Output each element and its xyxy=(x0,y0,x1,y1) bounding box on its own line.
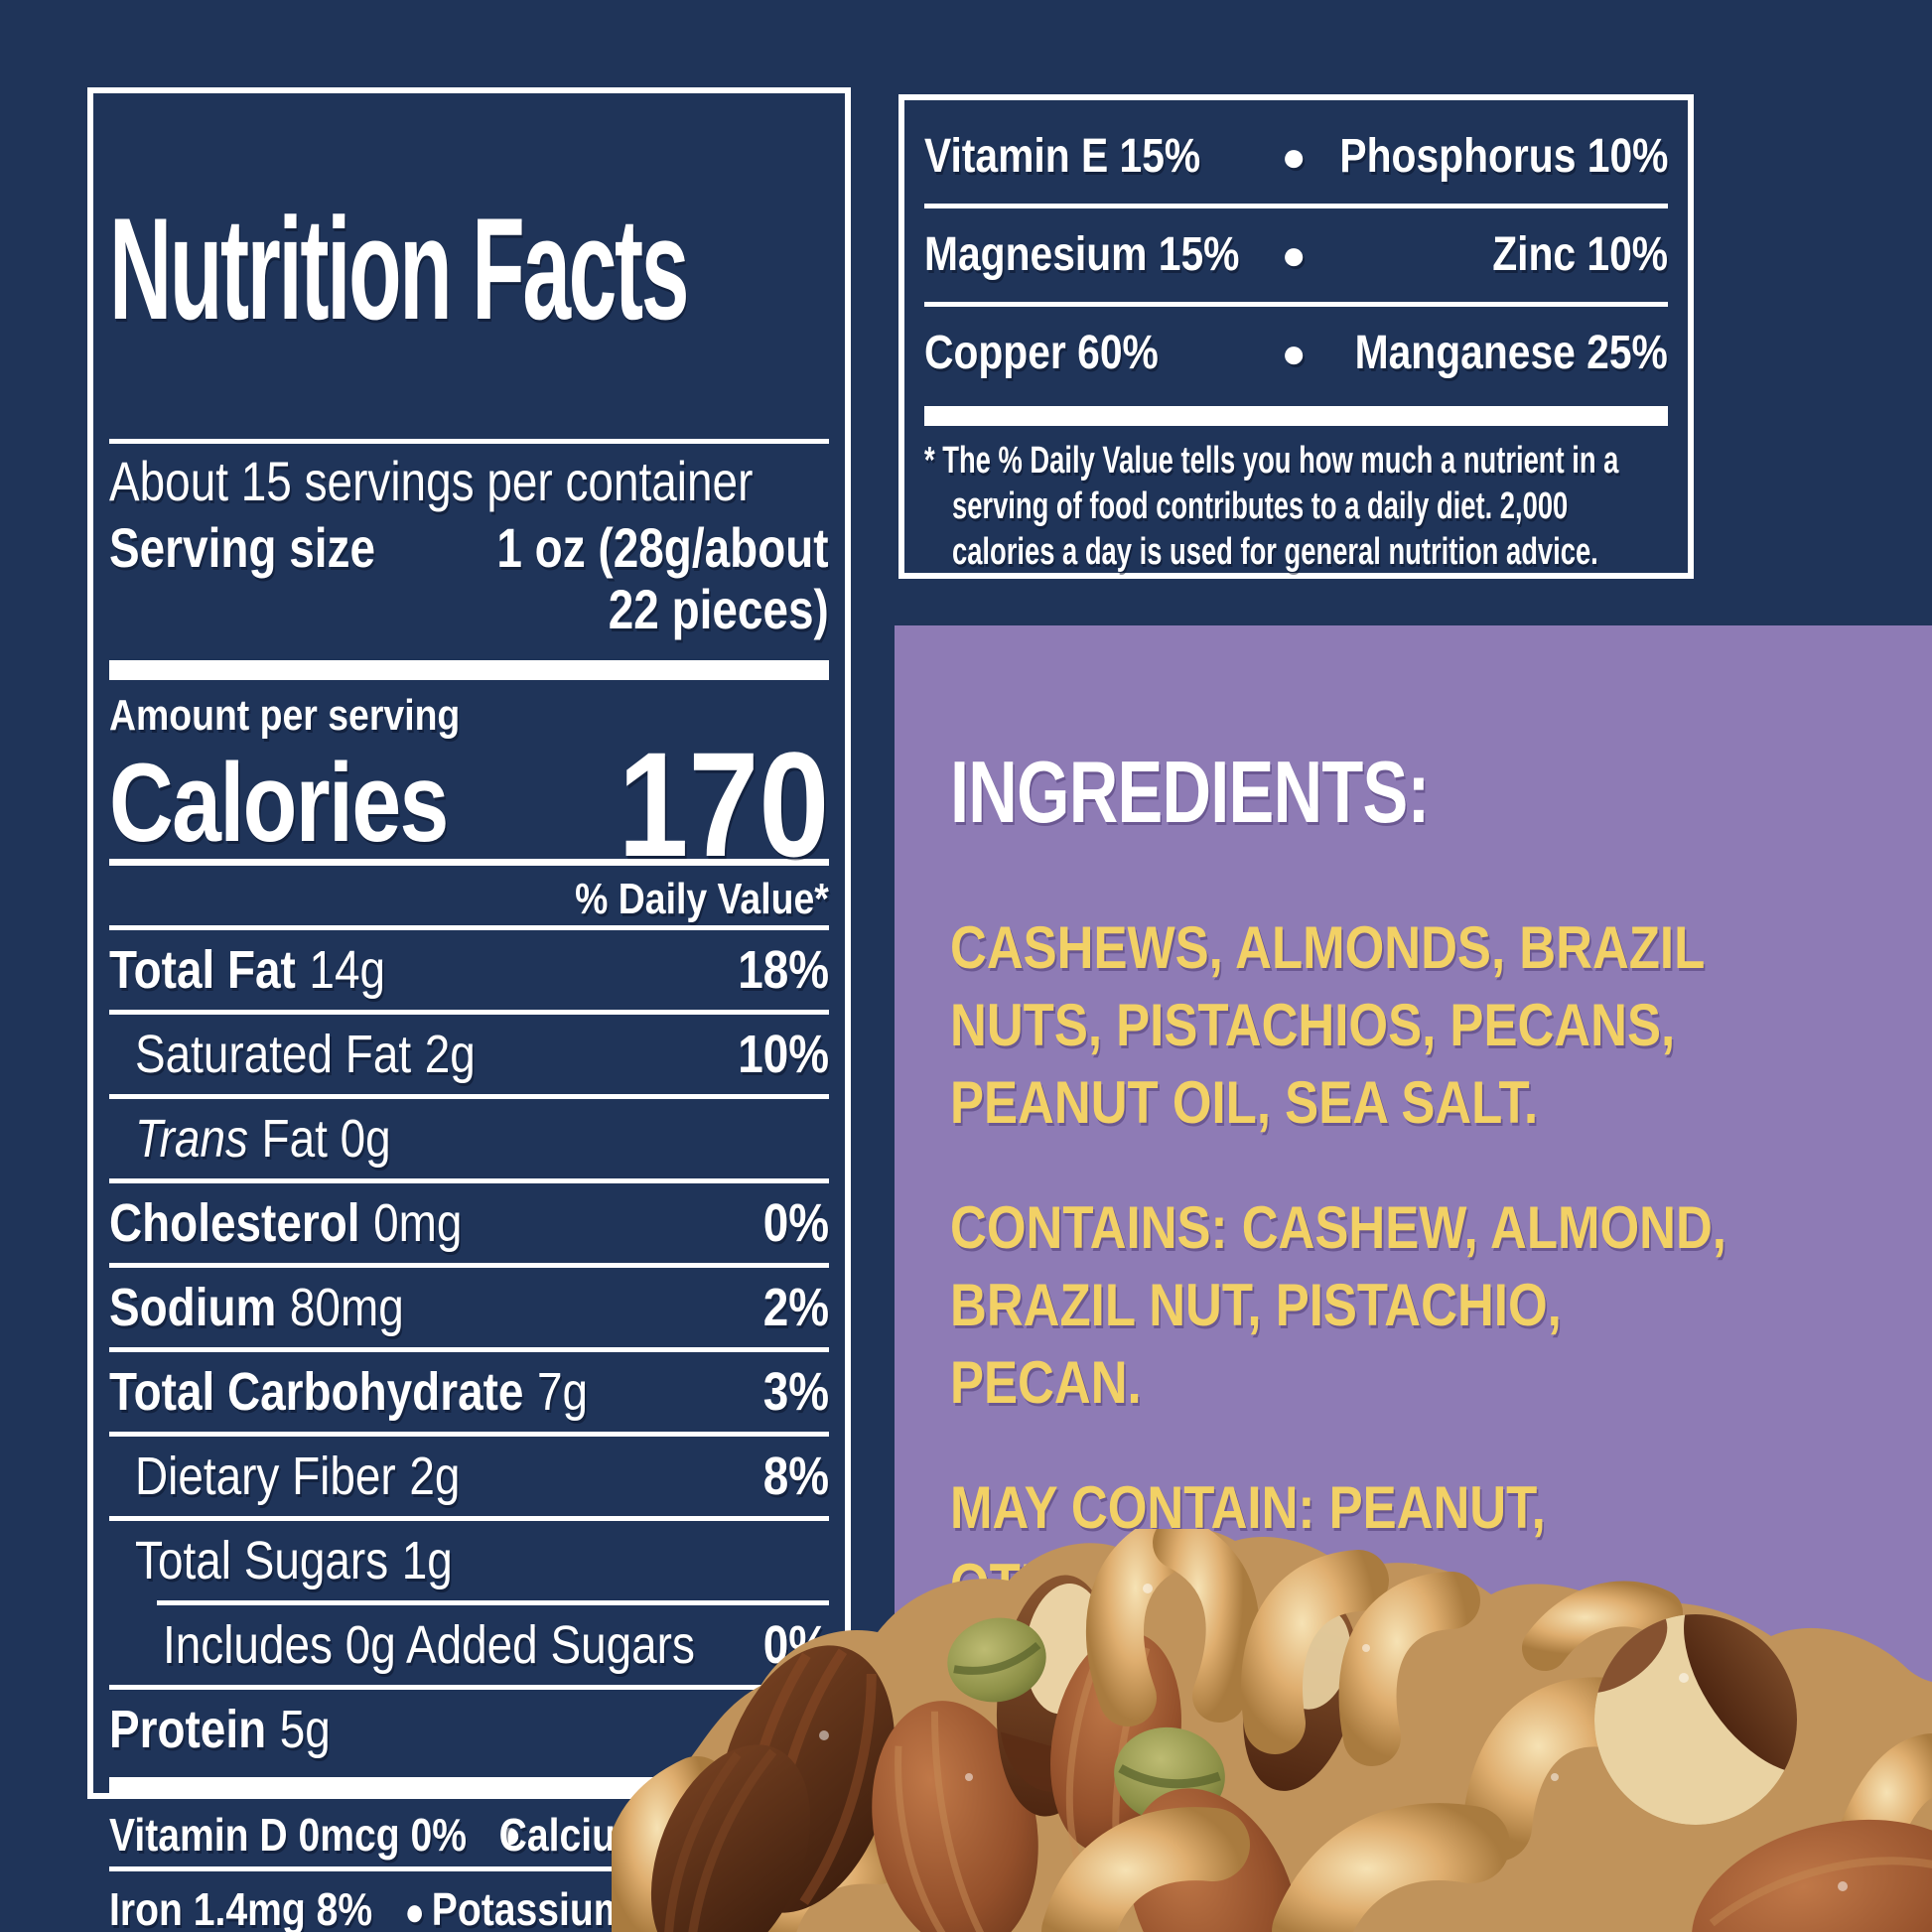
cashew xyxy=(1522,1581,1683,1671)
nutrient-row-saturated-fat: Saturated Fat 2g 10% xyxy=(135,1024,829,1084)
calories-row: Calories 170 xyxy=(109,730,829,879)
servings-per-container: About 15 servings per container xyxy=(109,449,754,512)
bullet-separator-icon: ● xyxy=(1281,231,1307,278)
divider xyxy=(109,1515,829,1521)
divider xyxy=(109,1262,829,1268)
divider xyxy=(109,1009,829,1015)
divider xyxy=(109,1093,829,1099)
cashew xyxy=(612,1756,730,1932)
nutrient-row-sodium: Sodium 80mg 2% xyxy=(109,1277,829,1337)
nutrient-row-trans-fat: Trans Fat 0g xyxy=(135,1108,391,1169)
cashew xyxy=(1338,1572,1480,1766)
ingredients-list: CASHEWS, ALMONDS, BRAZIL NUTS, PISTACHIO… xyxy=(950,914,1706,1137)
almond xyxy=(872,1701,1038,1932)
nutrition-facts-title: Nutrition Facts xyxy=(109,187,689,349)
cashew xyxy=(1272,1803,1510,1932)
divider xyxy=(924,204,1668,208)
bullet-separator-icon: ● xyxy=(497,1812,522,1857)
mineral-row-2: Magnesium 15% ● Zinc 10% xyxy=(924,208,1668,302)
minerals-panel: Vitamin E 15% ● Phosphorus 10% Magnesium… xyxy=(898,94,1694,579)
cashew xyxy=(1462,1677,1649,1862)
divider xyxy=(924,302,1668,307)
divider xyxy=(109,1431,829,1437)
divider xyxy=(109,1684,829,1690)
cashew xyxy=(1153,1529,1260,1723)
nutrient-row-cholesterol: Cholesterol 0mg 0% xyxy=(109,1192,829,1253)
bullet-separator-icon: ● xyxy=(1281,330,1307,376)
mineral-row-3: Copper 60% ● Manganese 25% xyxy=(924,307,1668,400)
divider xyxy=(109,924,829,930)
divider xyxy=(109,438,829,444)
ingredients-heading: INGREDIENTS: xyxy=(950,743,1430,842)
cashew xyxy=(1041,1807,1250,1932)
serving-size-value: 1 oz (28g/about 22 pieces) xyxy=(496,515,829,640)
bullet-separator-icon: ● xyxy=(1281,133,1307,180)
amount-per-serving-label: Amount per serving xyxy=(109,690,461,740)
almond xyxy=(1691,1819,1932,1932)
thick-divider xyxy=(924,406,1668,426)
divider xyxy=(157,1599,829,1605)
divider xyxy=(109,1177,829,1183)
calories-value: 170 xyxy=(618,720,829,888)
divider xyxy=(109,1346,829,1352)
contains-statement: CONTAINS: CASHEW, ALMOND, BRAZIL NUT, PI… xyxy=(950,1194,1726,1417)
divider xyxy=(109,858,829,866)
divider xyxy=(109,1865,829,1871)
nutrient-row-total-carbohydrate: Total Carbohydrate 7g 3% xyxy=(109,1361,829,1422)
serving-size-row: Serving size 1 oz (28g/about 22 pieces) xyxy=(109,515,829,644)
highlight-speckles xyxy=(819,1584,1848,1891)
pecan xyxy=(650,1744,811,1932)
thick-divider xyxy=(109,659,829,680)
nutrition-facts-panel: Nutrition Facts About 15 servings per co… xyxy=(87,87,851,1932)
cashew xyxy=(1241,1550,1389,1754)
mineral-row-1: Vitamin E 15% ● Phosphorus 10% xyxy=(924,110,1668,204)
nutrient-row-total-fat: Total Fat 14g 18% xyxy=(109,939,829,1000)
nutrient-row-dietary-fiber: Dietary Fiber 2g 8% xyxy=(135,1446,829,1506)
bullet-separator-icon: ● xyxy=(404,1889,426,1932)
nutrient-row-total-sugars: Total Sugars 1g xyxy=(135,1530,453,1590)
daily-value-header: % Daily Value* xyxy=(575,874,829,923)
mixed-nuts-photo xyxy=(612,1529,1932,1932)
serving-size-label: Serving size xyxy=(109,515,375,579)
pistachio xyxy=(947,1617,1046,1703)
daily-value-footnote: * The % Daily Value tells you how much a… xyxy=(924,440,1619,573)
calories-label: Calories xyxy=(109,740,449,865)
